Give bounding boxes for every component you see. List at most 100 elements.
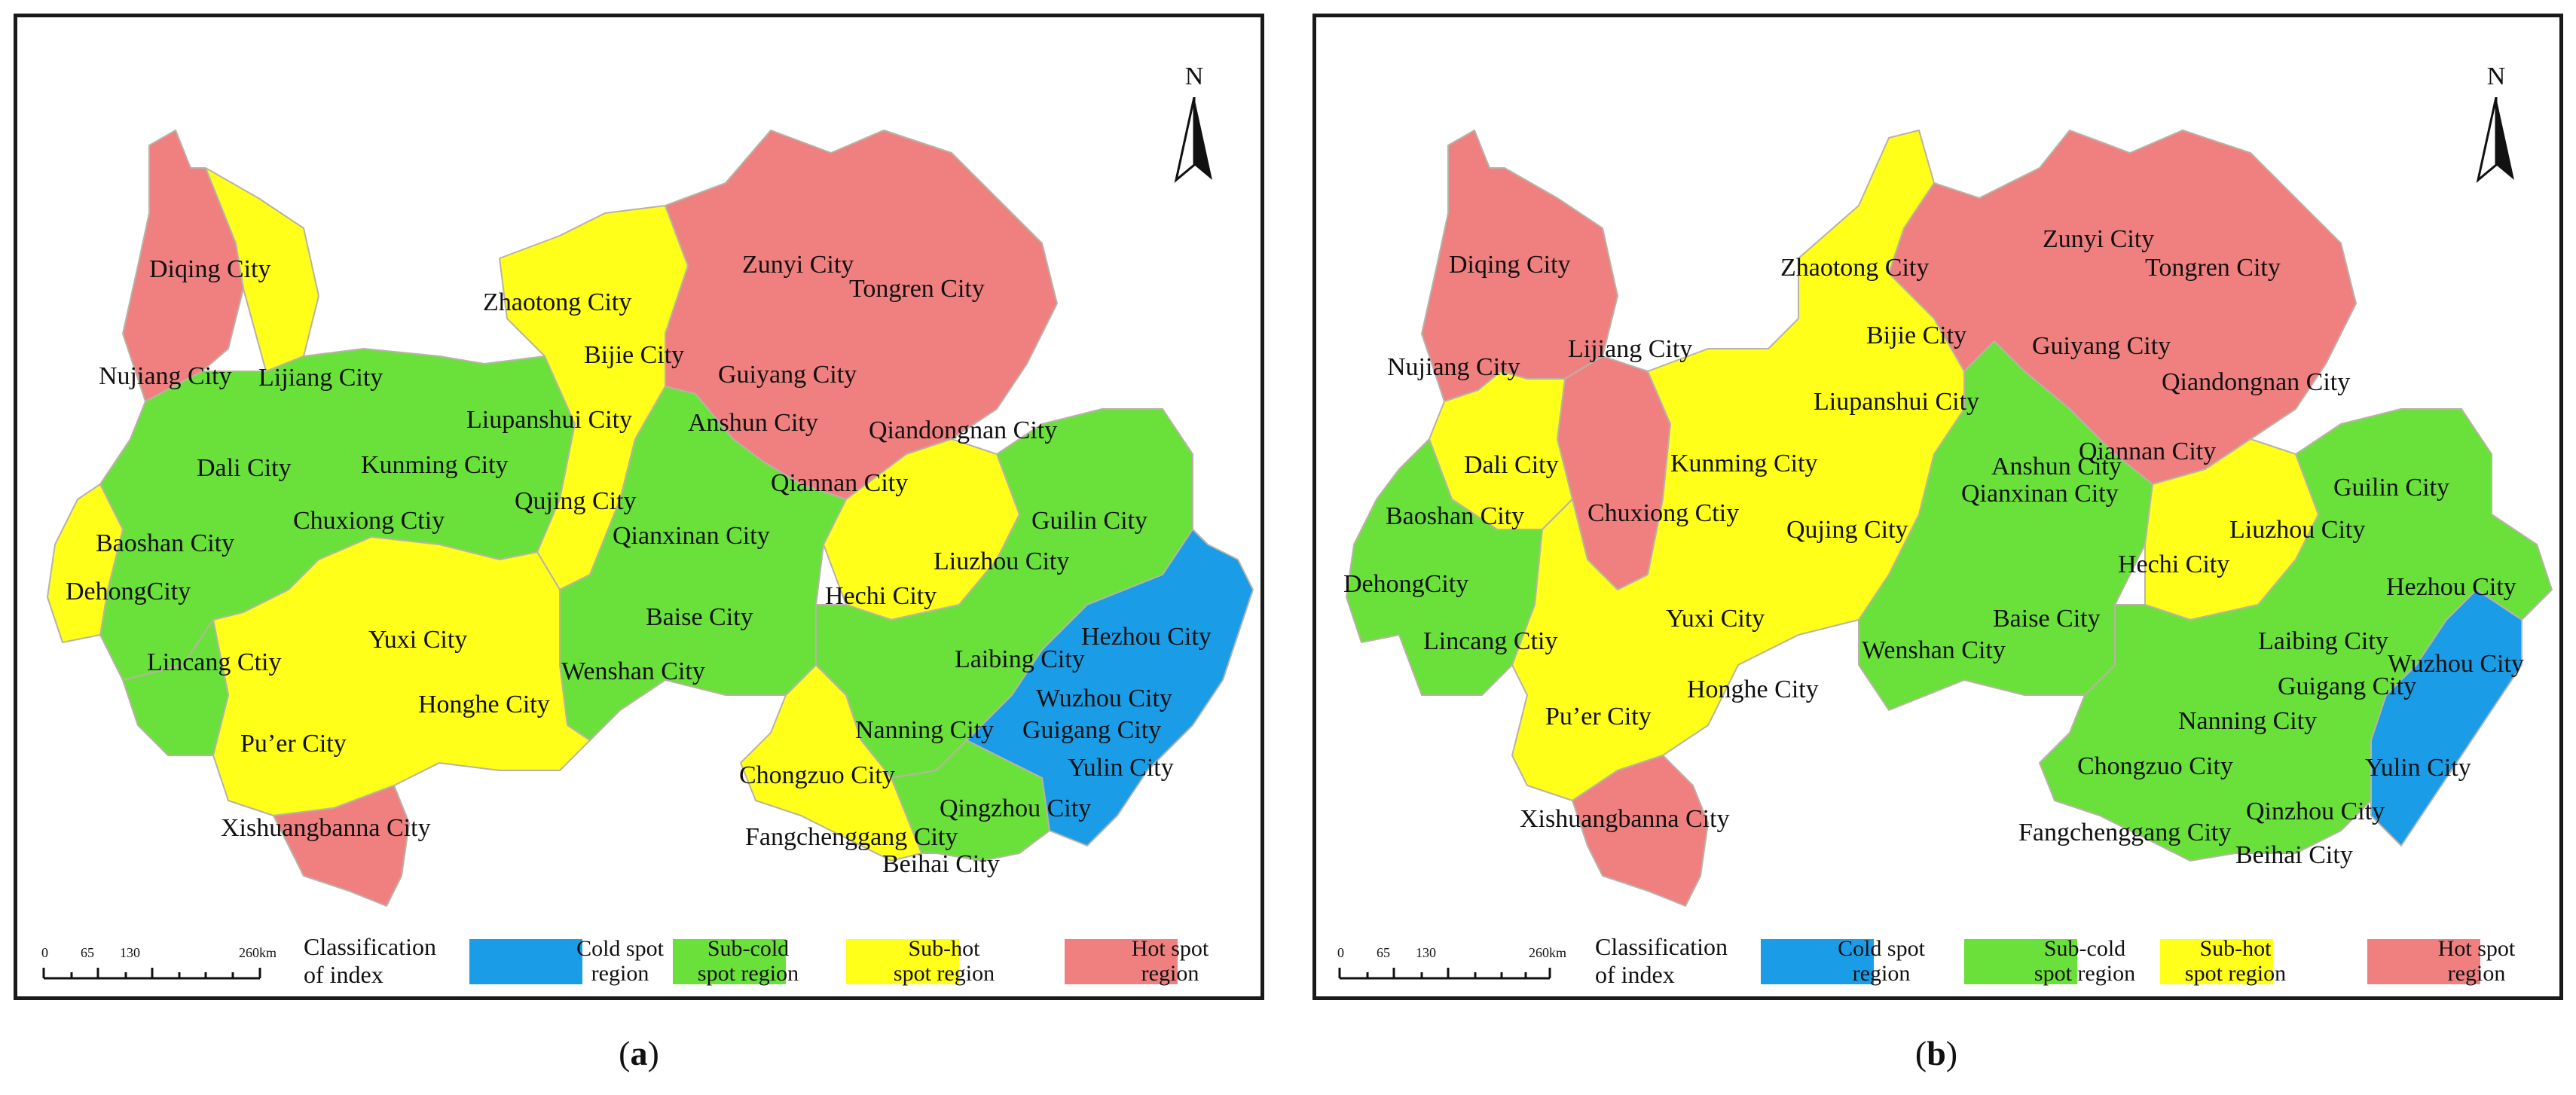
city-label: Guilin City xyxy=(1031,507,1147,535)
legend-label-cold: Cold spot region xyxy=(1838,936,1925,986)
city-label: Hezhou City xyxy=(2386,573,2516,601)
north-arrow: N xyxy=(1164,63,1224,191)
north-arrow-icon xyxy=(2476,97,2514,183)
city-label: Beihai City xyxy=(2235,841,2353,869)
caption-a-letter: a xyxy=(630,1034,648,1072)
city-label: Wuzhou City xyxy=(1036,685,1172,712)
region-xishuangbanna xyxy=(1572,755,1709,907)
city-label: Baoshan City xyxy=(1386,502,1525,530)
city-label: Lincang Ctiy xyxy=(1423,627,1558,655)
legend-swatch-hot xyxy=(2367,939,2480,984)
caption-b-open: ( xyxy=(1914,1034,1927,1072)
region-guangxi-cold xyxy=(966,529,1254,846)
city-label: Nujiang City xyxy=(1387,353,1520,381)
city-label: Lincang Ctiy xyxy=(147,648,282,676)
city-label: Zunyi City xyxy=(2043,225,2155,253)
city-label: Guiyang City xyxy=(2032,332,2171,360)
region-diqing-nujiang xyxy=(122,130,244,402)
city-label: Wenshan City xyxy=(561,657,705,685)
city-label: Baoshan City xyxy=(96,529,235,557)
legend-swatch-hot xyxy=(1065,939,1178,984)
city-label: Baise City xyxy=(1993,605,2101,633)
scale-label-0: 0 xyxy=(1337,945,1344,960)
city-label: Honghe City xyxy=(418,691,550,718)
city-label: Honghe City xyxy=(1687,676,1819,703)
city-label: Tongren City xyxy=(849,275,985,303)
city-label: Wenshan City xyxy=(1862,636,2006,664)
city-label: Pu’er City xyxy=(240,730,347,758)
city-label: Zunyi City xyxy=(742,251,854,279)
city-label: Hechi City xyxy=(2118,551,2230,578)
city-label: DehongCity xyxy=(1343,570,1469,598)
city-label: Xishuangbanna City xyxy=(1520,805,1730,833)
city-label: Bijie City xyxy=(584,341,685,369)
legend-swatch-sub-cold xyxy=(1964,939,2077,984)
city-label: Guigang City xyxy=(2278,673,2417,700)
city-label: Guiyang City xyxy=(718,361,857,389)
region-guangxi-cold xyxy=(2370,589,2523,846)
legend-title: Classification of index xyxy=(304,933,436,988)
city-label: Nanning City xyxy=(855,716,995,744)
city-label: Qinzhou City xyxy=(2246,798,2385,825)
legend-label-sub-cold: Sub-cold spot region xyxy=(697,936,799,986)
city-label: Kunming City xyxy=(361,451,509,479)
legend-label-sub-cold: Sub-cold spot region xyxy=(2034,936,2136,986)
city-label: Anshun City xyxy=(688,409,818,437)
city-label: Diqing City xyxy=(149,255,271,283)
city-label: Qiannan City xyxy=(2079,438,2217,465)
city-label: Guigang City xyxy=(1022,716,1162,744)
city-label: Yuxi City xyxy=(1666,605,1765,633)
map-b xyxy=(1346,130,2553,907)
region-qinzhou-beihai xyxy=(891,740,1050,862)
north-arrow: N xyxy=(2466,63,2526,191)
caption-b-letter: b xyxy=(1927,1034,1946,1072)
legend-title: Classification of index xyxy=(1595,933,1728,988)
region-baoshan-dehong xyxy=(47,483,124,643)
city-label: Baise City xyxy=(646,603,753,631)
city-label: Liupanshui City xyxy=(1814,388,1980,416)
city-label: Dali City xyxy=(197,454,292,482)
city-label: Tongren City xyxy=(2145,254,2281,282)
city-label: Dali City xyxy=(1464,451,1559,479)
city-label: Chuxiong Ctiy xyxy=(293,507,445,535)
city-label: Qiandongnan City xyxy=(2162,368,2351,396)
map-a xyxy=(47,130,1254,907)
city-label: Nujiang City xyxy=(99,362,232,390)
legend-label-sub-hot: Sub-hot spot region xyxy=(2184,936,2287,986)
city-label: Chuxiong Ctiy xyxy=(1587,499,1740,527)
caption-a-close: ) xyxy=(647,1034,659,1072)
city-label: Pu’er City xyxy=(1545,703,1652,731)
caption-a: (a) xyxy=(564,1033,714,1073)
legend-swatch-sub-cold xyxy=(673,939,786,984)
legend-label-sub-hot: Sub-hot spot region xyxy=(893,936,995,986)
caption-b-close: ) xyxy=(1945,1034,1958,1072)
region-guangxi-subcold xyxy=(2039,408,2553,862)
legend-swatch-sub-hot xyxy=(2160,939,2273,984)
city-label: Hezhou City xyxy=(1081,623,1212,651)
city-label: Hechi City xyxy=(825,582,937,610)
city-label: Fangchenggang City xyxy=(745,823,958,851)
city-label: Diqing City xyxy=(1449,251,1571,279)
city-label: Qiannan City xyxy=(771,469,909,497)
city-label: Fangchenggang City xyxy=(2018,819,2232,846)
legend-swatch-cold xyxy=(469,939,582,984)
city-label: Qianxinan City xyxy=(613,522,770,550)
scale-bar-graphic xyxy=(42,968,261,980)
legend-swatch-sub-hot xyxy=(846,939,959,984)
city-label: Qingzhou City xyxy=(940,795,1092,822)
scale-label-65: 65 xyxy=(81,945,94,960)
city-label: Qujing City xyxy=(515,487,637,515)
region-baoshan-dehong-lincang xyxy=(1346,438,1543,696)
caption-b: (b) xyxy=(1861,1033,2012,1073)
city-label: Zhaotong City xyxy=(1780,254,1930,282)
city-label: Yulin City xyxy=(1068,754,1174,782)
city-label: Qujing City xyxy=(1786,516,1908,544)
legend-swatch-cold xyxy=(1761,939,1874,984)
city-label: Bijie City xyxy=(1866,322,1967,349)
map-panel-b: Zunyi City Diqing City Zhaotong City Ton… xyxy=(1312,14,2563,1000)
city-label: Yuxi City xyxy=(368,626,468,654)
region-qianxinan-baise-wenshan xyxy=(1858,340,2153,711)
city-label: Chongzuo City xyxy=(2077,752,2233,780)
region-lincang xyxy=(122,619,229,756)
city-label: Kunming City xyxy=(1670,450,1818,477)
